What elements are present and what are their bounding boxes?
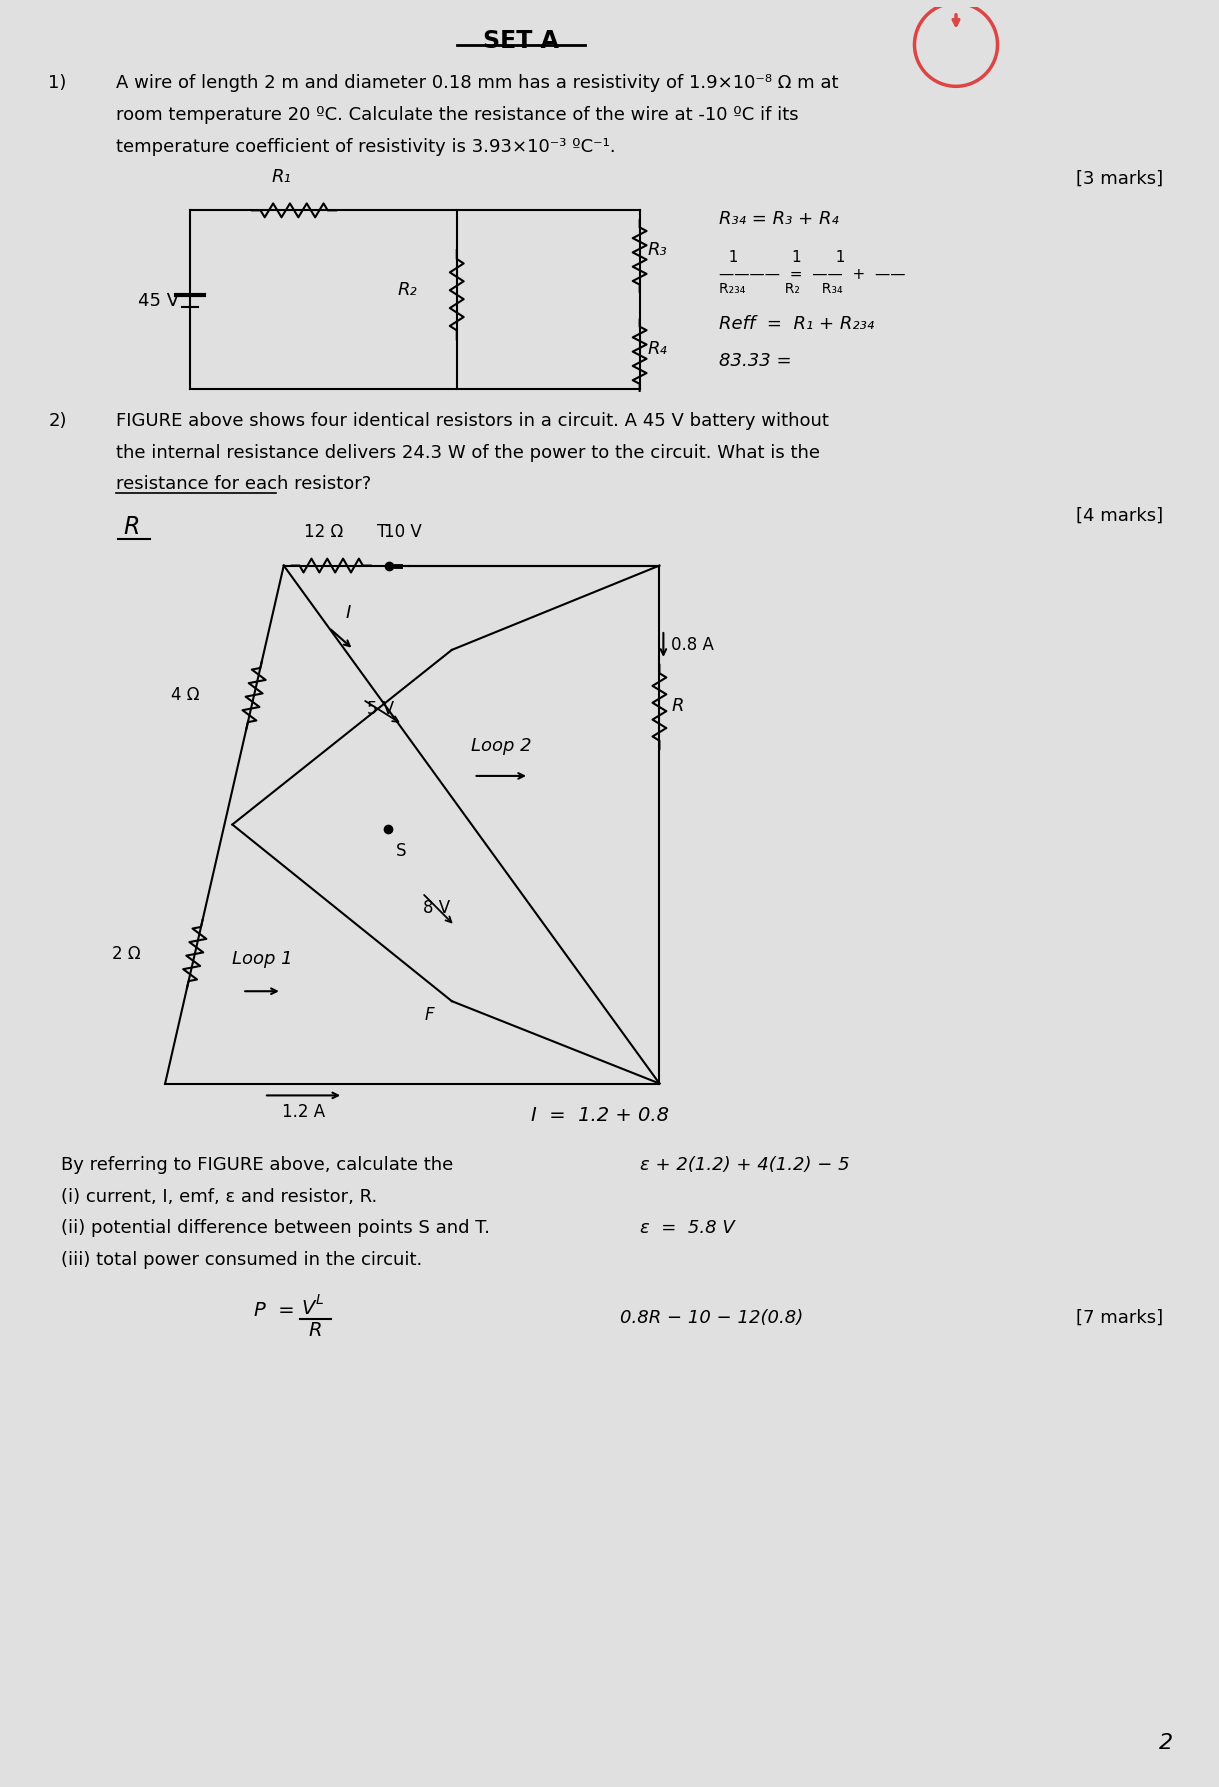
Text: S: S <box>395 842 406 860</box>
Text: the internal resistance delivers 24.3 W of the power to the circuit. What is the: the internal resistance delivers 24.3 W … <box>116 443 819 461</box>
Text: (iii) total power consumed in the circuit.: (iii) total power consumed in the circui… <box>61 1251 423 1269</box>
Text: R₃: R₃ <box>647 241 667 259</box>
Text: R: R <box>123 515 140 540</box>
Text: R₁: R₁ <box>272 168 291 186</box>
Text: [3 marks]: [3 marks] <box>1076 170 1164 188</box>
Text: 83.33 =: 83.33 = <box>719 352 791 370</box>
Text: 4 Ω: 4 Ω <box>171 686 200 704</box>
Text: 1): 1) <box>49 75 67 93</box>
Text: F: F <box>424 1006 434 1024</box>
Text: P  =: P = <box>254 1301 295 1321</box>
Text: 2: 2 <box>1159 1733 1174 1753</box>
Text: [4 marks]: [4 marks] <box>1076 508 1164 525</box>
Text: 12 Ω: 12 Ω <box>304 524 343 541</box>
Text: [7 marks]: [7 marks] <box>1076 1308 1164 1326</box>
Text: 10 V: 10 V <box>384 524 422 541</box>
Text: R₂: R₂ <box>397 281 417 298</box>
Text: 0.8R − 10 − 12(0.8): 0.8R − 10 − 12(0.8) <box>620 1308 803 1326</box>
Text: (ii) potential difference between points S and T.: (ii) potential difference between points… <box>61 1219 490 1237</box>
Text: Loop 2: Loop 2 <box>471 738 531 756</box>
Text: 2): 2) <box>49 411 67 429</box>
Text: SET A: SET A <box>483 29 560 54</box>
Text: A wire of length 2 m and diameter 0.18 mm has a resistivity of 1.9×10⁻⁸ Ω m at: A wire of length 2 m and diameter 0.18 m… <box>116 75 839 93</box>
Text: R: R <box>672 697 684 715</box>
Text: 5 V: 5 V <box>367 701 394 718</box>
Text: 1           1       1: 1 1 1 <box>719 250 845 264</box>
Text: temperature coefficient of resistivity is 3.93×10⁻³ ºC⁻¹.: temperature coefficient of resistivity i… <box>116 138 616 155</box>
Text: resistance for each resistor?: resistance for each resistor? <box>116 475 371 493</box>
Text: ε  =  5.8 V: ε = 5.8 V <box>640 1219 734 1237</box>
Text: I  =  1.2 + 0.8: I = 1.2 + 0.8 <box>531 1106 669 1126</box>
Text: Reff  =  R₁ + R₂₃₄: Reff = R₁ + R₂₃₄ <box>719 315 874 332</box>
Text: R₃₄ = R₃ + R₄: R₃₄ = R₃ + R₄ <box>719 211 839 229</box>
Text: I: I <box>346 604 351 622</box>
Text: L: L <box>316 1292 323 1306</box>
Text: 1.2 A: 1.2 A <box>282 1103 325 1122</box>
Text: ————  =  ——  +  ——: ———— = —— + —— <box>719 266 906 282</box>
Text: R: R <box>308 1321 322 1340</box>
Text: room temperature 20 ºC. Calculate the resistance of the wire at -10 ºC if its: room temperature 20 ºC. Calculate the re… <box>116 105 798 123</box>
Text: 8 V: 8 V <box>423 899 451 917</box>
Text: T: T <box>378 524 388 541</box>
Text: 0.8 A: 0.8 A <box>672 636 714 654</box>
Text: 2 Ω: 2 Ω <box>112 945 140 963</box>
Text: 45 V: 45 V <box>139 291 179 309</box>
Text: V: V <box>301 1299 315 1317</box>
Text: Loop 1: Loop 1 <box>232 951 293 969</box>
Text: (i) current, I, emf, ε and resistor, R.: (i) current, I, emf, ε and resistor, R. <box>61 1188 378 1206</box>
Text: ε + 2(1.2) + 4(1.2) − 5: ε + 2(1.2) + 4(1.2) − 5 <box>640 1156 850 1174</box>
Text: R₂₃₄         R₂     R₃₄: R₂₃₄ R₂ R₃₄ <box>719 282 842 297</box>
Text: R₄: R₄ <box>647 340 667 357</box>
Text: By referring to FIGURE above, calculate the: By referring to FIGURE above, calculate … <box>61 1156 453 1174</box>
Text: FIGURE above shows four identical resistors in a circuit. A 45 V battery without: FIGURE above shows four identical resist… <box>116 411 829 429</box>
